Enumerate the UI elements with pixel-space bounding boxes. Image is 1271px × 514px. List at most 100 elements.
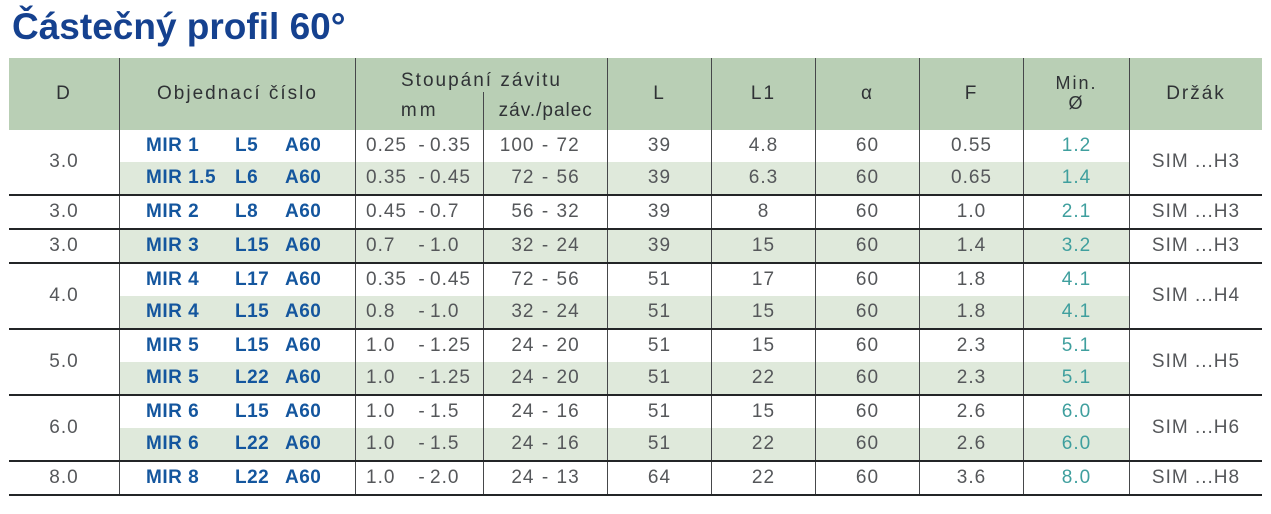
order-number: MIR 5 L22 A60 [119,362,355,394]
alpha-cell: 60 [815,296,919,328]
value-part: - [541,201,550,222]
pitch-tpi-cell: 24-13 [483,462,607,494]
table-group: 5.0 MIR 5 L15 A60 1.0-1.25 24-20 51 15 60 2.3 5.1 M… [9,330,1262,396]
value-part: 1.25 [430,367,471,388]
value-part: L22 [235,433,270,454]
f-cell: 0.65 [919,162,1023,194]
value-part: 1.0 [366,433,396,454]
table-header-row: D Objednací číslo Stoupání závitu mm záv… [9,58,1262,130]
pitch-tpi-cell: 72-56 [483,264,607,296]
pitch-tpi-cell: 32-24 [483,296,607,328]
value-part: 72 [511,269,535,290]
f-cell: 1.0 [919,196,1023,228]
value-part: MIR 1 [146,135,200,156]
value-part: MIR 5 [146,367,200,388]
value-part: 13 [556,467,580,488]
holder-cell: SIM ...H3 [1129,230,1262,262]
l-cell: 51 [607,362,711,394]
l1-cell: 15 [711,230,815,262]
alpha-cell: 60 [815,230,919,262]
value-part: 72 [556,135,580,156]
value-part: 32 [511,301,535,322]
value-part: - [418,201,426,222]
value-part: MIR 3 [146,235,200,256]
table-body: 3.0 MIR 1 L5 A60 0.25-0.35 100-72 39 4.8 60 0.55 1… [9,130,1262,496]
value-part: 24 [511,433,535,454]
header-thread-pitch: Stoupání závitu mm záv./palec [355,58,607,130]
d-cell: 6.0 [9,396,119,460]
order-number: MIR 8 L22 A60 [119,462,355,494]
value-part: - [418,269,426,290]
header-min-diameter: Min. Ø [1023,58,1129,130]
value-part: - [418,167,426,188]
value-part: MIR 1.5 [146,167,217,188]
pitch-mm-cell: 0.8 -1.0 [355,296,483,328]
value-part: A60 [285,401,322,422]
value-part: A60 [285,135,322,156]
alpha-cell: 60 [815,428,919,460]
l-cell: 39 [607,130,711,162]
pitch-mm-cell: 0.25-0.35 [355,130,483,162]
l-cell: 39 [607,230,711,262]
value-part: L15 [235,235,270,256]
value-part: A60 [285,335,322,356]
value-part: 1.5 [430,433,460,454]
value-part: 24 [511,467,535,488]
l1-cell: 22 [711,428,815,460]
value-part: 0.35 [366,269,407,290]
alpha-cell: 60 [815,196,919,228]
min-dia-cell: 6.0 [1023,396,1129,428]
value-part: 24 [511,367,535,388]
holder-cell: SIM ...H8 [1129,462,1262,494]
value-part: L22 [235,467,270,488]
min-dia-cell: 2.1 [1023,196,1129,228]
holder-cell: SIM ...H4 [1129,264,1262,328]
value-part: A60 [285,269,322,290]
value-part: - [541,335,550,356]
value-part: 0.45 [430,167,471,188]
value-part: - [541,167,550,188]
l-cell: 39 [607,196,711,228]
pitch-mm-cell: 1.0 -1.25 [355,330,483,362]
min-dia-cell: 5.1 [1023,330,1129,362]
value-part: - [418,135,426,156]
alpha-cell: 60 [815,330,919,362]
min-dia-cell: 3.2 [1023,230,1129,262]
min-dia-cell: 1.2 [1023,130,1129,162]
pitch-mm-cell: 1.0 -1.5 [355,428,483,460]
value-part: L15 [235,335,270,356]
order-number: MIR 3 L15 A60 [119,230,355,262]
order-number: MIR 5 L15 A60 [119,330,355,362]
f-cell: 1.8 [919,296,1023,328]
pitch-mm-cell: 0.35-0.45 [355,264,483,296]
page-title: Částečný profil 60° [12,6,346,47]
l1-cell: 6.3 [711,162,815,194]
pitch-tpi-cell: 24-20 [483,362,607,394]
order-number: MIR 6 L15 A60 [119,396,355,428]
f-cell: 2.3 [919,362,1023,394]
header-thread-pitch-label: Stoupání závitu [401,70,562,91]
header-d: D [56,83,72,104]
table-group: 3.0 MIR 3 L15 A60 0.7-1.0 32-24 39 15 60 1.4 3.2 SI… [9,230,1262,264]
value-part: 24 [511,335,535,356]
value-part: 1.0 [430,301,460,322]
value-part: 1.0 [366,335,396,356]
d-cell: 8.0 [9,462,119,494]
value-part: 0.8 [366,301,396,322]
l1-cell: 22 [711,362,815,394]
order-number: MIR 4 L15 A60 [119,296,355,328]
alpha-cell: 60 [815,162,919,194]
min-dia-cell: 5.1 [1023,362,1129,394]
value-part: MIR 6 [146,401,200,422]
value-part: MIR 6 [146,433,200,454]
f-cell: 2.3 [919,330,1023,362]
value-part: 24 [556,301,580,322]
alpha-cell: 60 [815,130,919,162]
value-part: 0.35 [366,167,407,188]
pitch-mm-cell: 1.0 -1.5 [355,396,483,428]
value-part: 1.0 [430,235,460,256]
table-group: 3.0 MIR 1 L5 A60 0.25-0.35 100-72 39 4.8 60 0.55 1… [9,130,1262,196]
header-pitch-tpi: záv./palec [483,92,607,130]
d-cell: 3.0 [9,230,119,262]
value-part: MIR 8 [146,467,200,488]
